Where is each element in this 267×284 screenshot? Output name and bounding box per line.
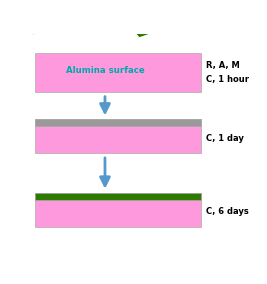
Bar (36, 119, 201, 126)
Text: C, 1 day: C, 1 day (206, 133, 244, 143)
Polygon shape (21, 8, 149, 36)
Bar (36, 193, 201, 200)
Text: Alumina surface: Alumina surface (66, 66, 144, 75)
Bar (36, 53, 201, 92)
Text: R, A, M: R, A, M (206, 61, 240, 70)
Text: C, 1 hour: C, 1 hour (206, 75, 249, 84)
Bar (36, 119, 201, 153)
Text: C, 6 days: C, 6 days (206, 207, 249, 216)
Text: Co hydroxide layer: Co hydroxide layer (15, 14, 92, 20)
Bar (36, 193, 201, 227)
